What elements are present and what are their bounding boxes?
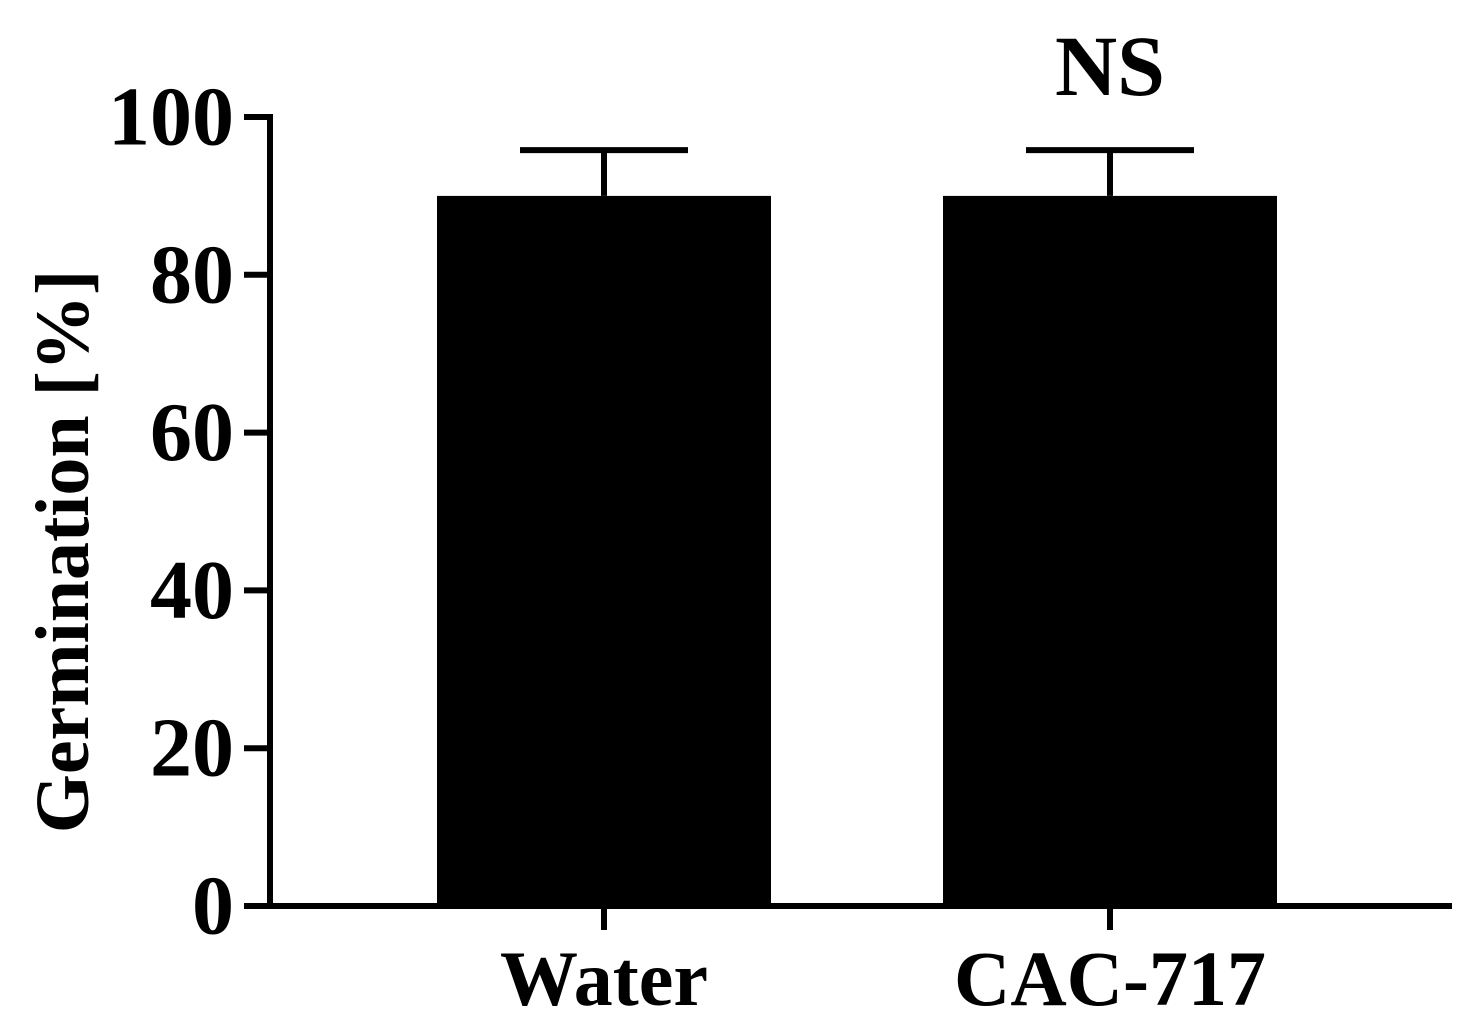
bar-water: [437, 195, 771, 906]
y-tick-label: 80: [150, 228, 234, 321]
y-ticks-layer: 0 20 40 60 80 100: [108, 71, 270, 953]
bars-layer: [437, 195, 1277, 906]
significance-annotation: NS: [1055, 18, 1165, 114]
annotations-layer: NS: [1055, 18, 1165, 114]
y-tick-label: 20: [150, 702, 234, 795]
bar-cac-717: [943, 195, 1277, 906]
x-category-label: Water: [500, 935, 708, 1022]
x-category-label: CAC-717: [954, 935, 1266, 1022]
y-tick-label: 40: [150, 544, 234, 637]
axes-layer: [267, 114, 1452, 909]
y-tick-label: 60: [150, 386, 234, 479]
y-tick-label: 100: [108, 71, 234, 164]
x-ticks-layer: Water CAC-717: [500, 906, 1266, 1022]
y-tick-label: 0: [192, 860, 234, 953]
error-bars-layer: [520, 147, 1194, 196]
y-axis-label: Germination [%]: [21, 270, 105, 834]
